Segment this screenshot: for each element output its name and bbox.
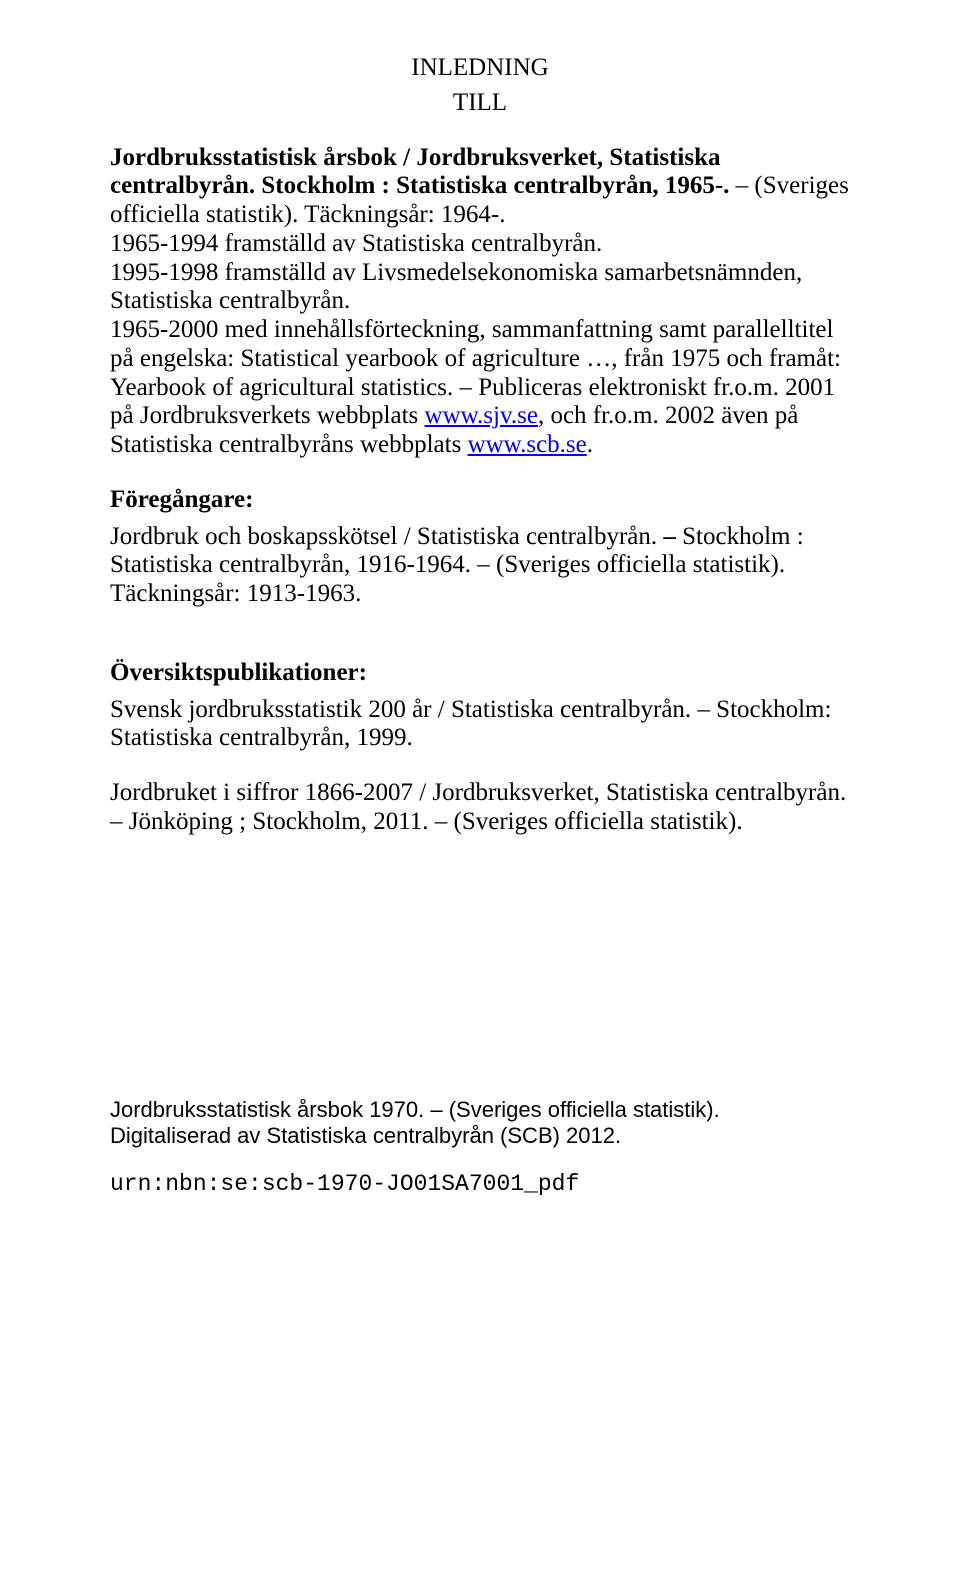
footer-line-1: Jordbruksstatistisk årsbok 1970. – (Sver… — [110, 1097, 850, 1123]
main-paragraph-rest: – (Sveriges officiella statistik). Täckn… — [110, 172, 849, 429]
main-paragraph-tail: . — [587, 431, 593, 458]
foregangare-pre: Jordbruk och boskapsskötsel / Statistisk… — [110, 523, 663, 550]
foregangare-dash: – — [663, 523, 682, 550]
link-scb[interactable]: www.scb.se — [468, 431, 587, 458]
oversikt-p2: Jordbruket i siffror 1866-2007 / Jordbru… — [110, 779, 850, 837]
footer-line-2: Digitaliserad av Statistiska centralbyrå… — [110, 1123, 850, 1149]
footer-urn: urn:nbn:se:scb-1970-JO01SA7001_pdf — [110, 1171, 850, 1199]
oversikt-heading: Översiktspublikationer: — [110, 659, 850, 688]
oversikt-p1: Svensk jordbruksstatistik 200 år / Stati… — [110, 696, 850, 754]
main-paragraph: Jordbruksstatistisk årsbok / Jordbruksve… — [110, 144, 850, 460]
footer: Jordbruksstatistisk årsbok 1970. – (Sver… — [110, 1097, 850, 1199]
heading-line-2: TILL — [110, 89, 850, 118]
main-paragraph-bold: Jordbruksstatistisk årsbok / Jordbruksve… — [110, 144, 729, 200]
foregangare-heading: Föregångare: — [110, 486, 850, 515]
foregangare-body: Jordbruk och boskapsskötsel / Statistisk… — [110, 523, 850, 609]
heading-line-1: INLEDNING — [110, 54, 850, 83]
link-sjv[interactable]: www.sjv.se — [425, 402, 538, 429]
